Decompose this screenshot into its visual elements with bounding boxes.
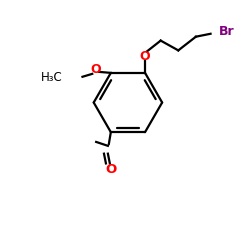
Text: O: O: [105, 163, 117, 176]
Text: O: O: [91, 64, 102, 76]
Text: O: O: [140, 50, 150, 63]
Text: H₃C: H₃C: [41, 71, 63, 84]
Text: Br: Br: [218, 25, 234, 38]
